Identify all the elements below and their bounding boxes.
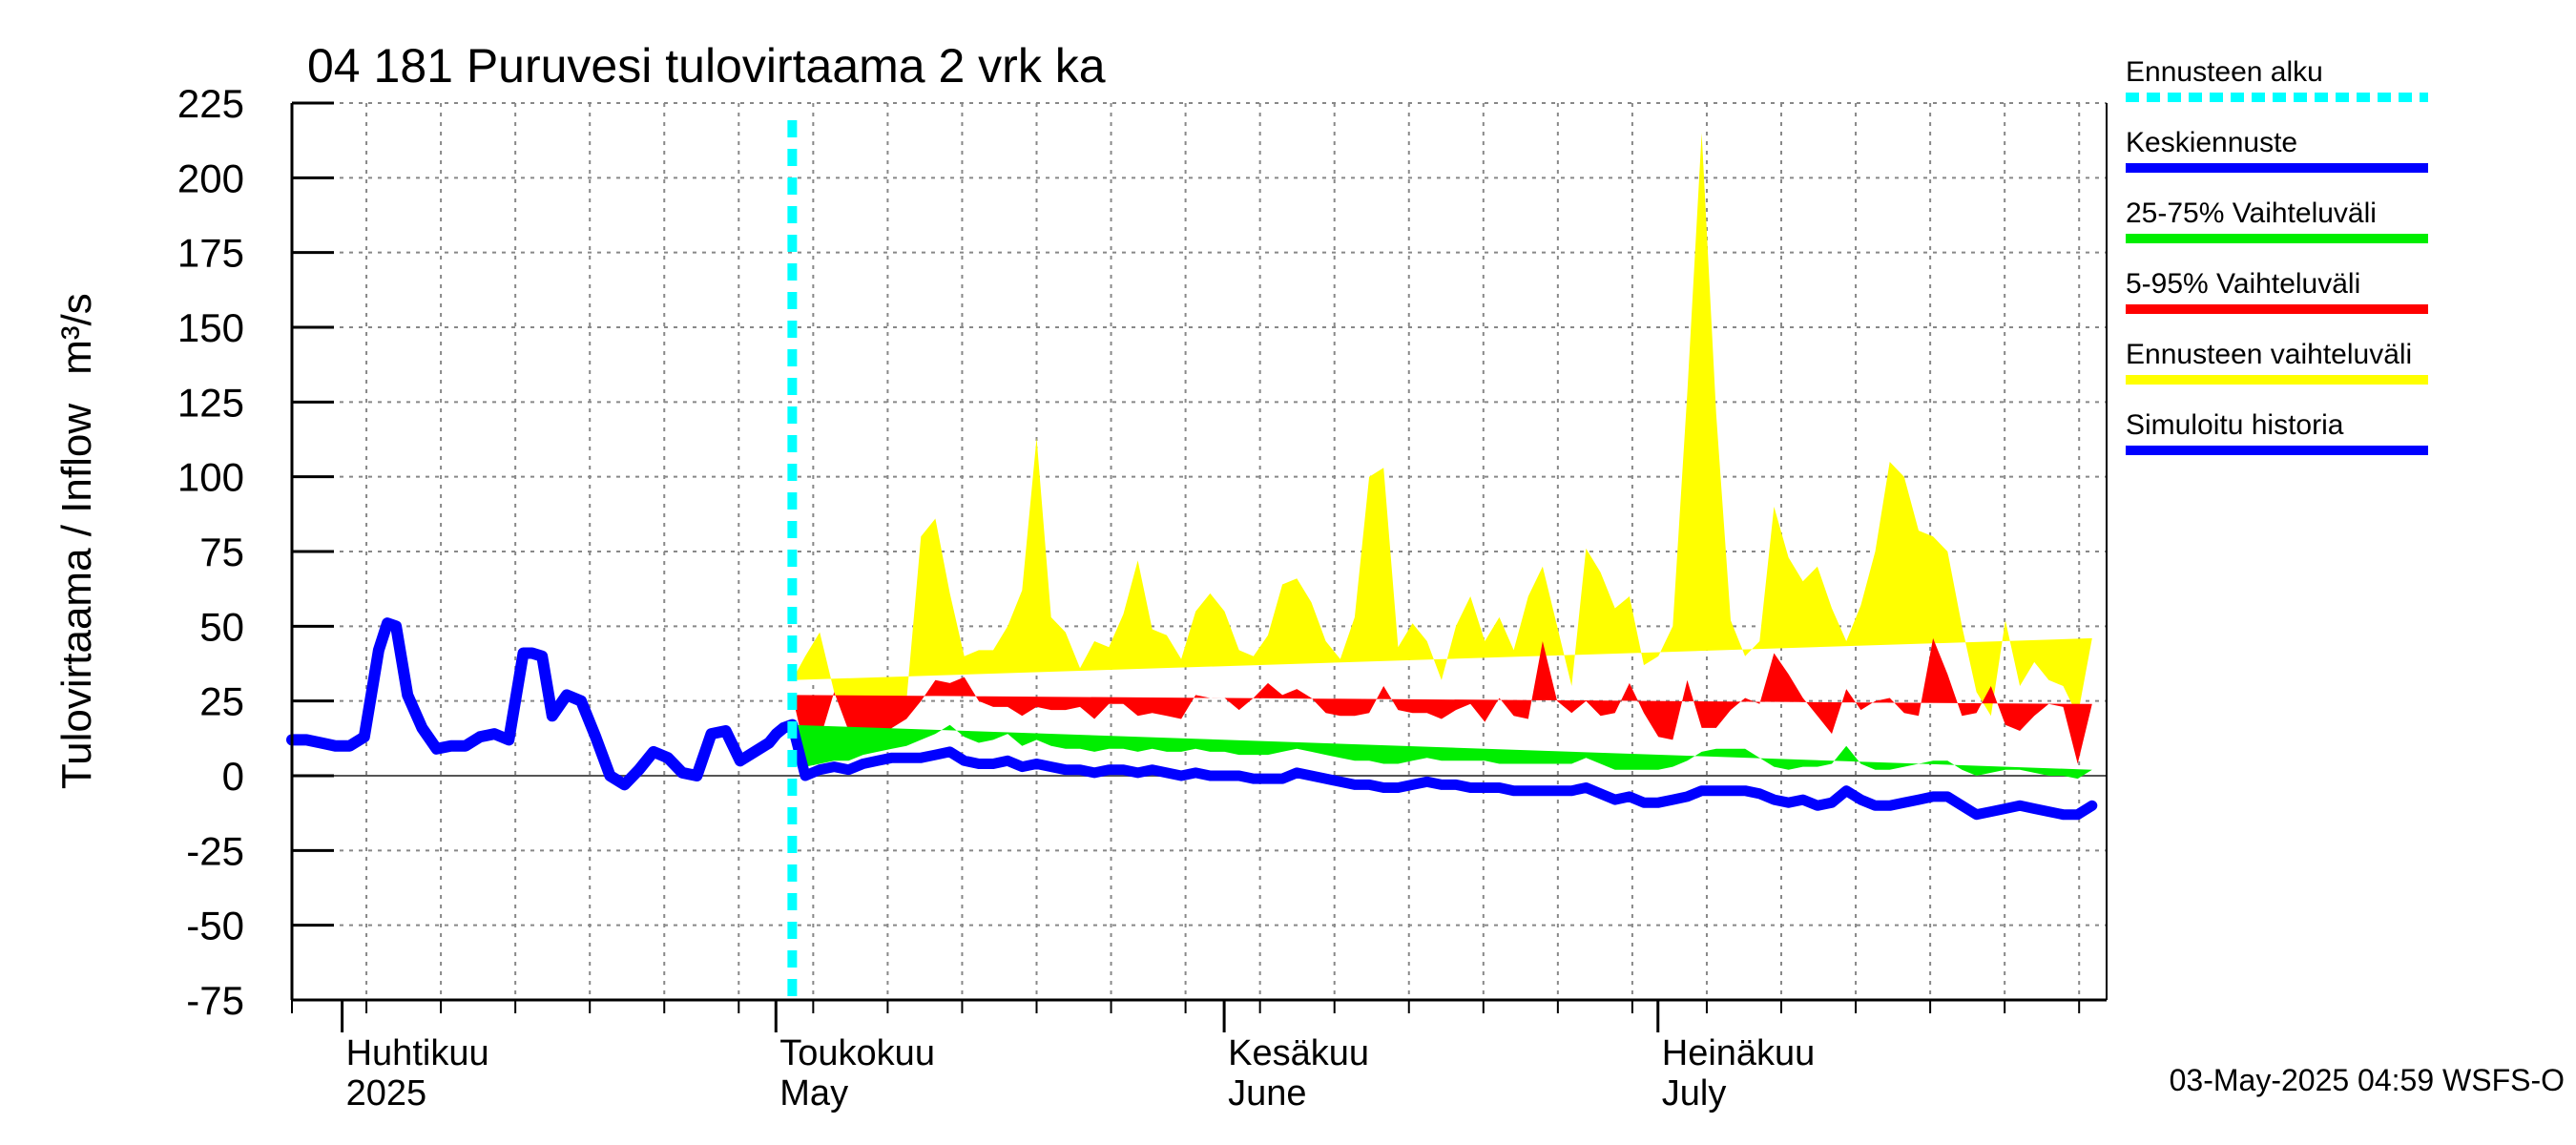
band-25-75 [792,724,2092,780]
history-line [286,617,799,791]
y-tick-label: 150 [177,305,244,350]
y-tick-label: -75 [186,978,244,1023]
chart-title: 04 181 Puruvesi tulovirtaama 2 vrk ka [307,39,1106,93]
series-lines [286,120,2098,1000]
legend-label: Simuloitu historia [2126,409,2344,441]
y-axis-label-unit: m³/s [53,293,100,375]
y-axis-label-main: Tulovirtaama / Inflow [53,404,100,790]
timestamp-label: 03-May-2025 04:59 WSFS-O [2170,1063,2565,1097]
month-sublabel: May [779,1073,848,1114]
y-tick-label: 0 [222,754,244,799]
forecast-bands [792,133,2092,780]
y-axis-unit: m³/s [53,293,100,375]
month-label: Toukokuu [779,1033,935,1073]
y-tick-label: 200 [177,156,244,200]
month-label: Huhtikuu [346,1033,489,1073]
band-full-range [792,133,2092,735]
legend-label: 25-75% Vaihteluväli [2126,198,2377,229]
y-tick-label: 75 [199,530,244,574]
month-sublabel: 2025 [346,1073,427,1114]
y-axis-label: Tulovirtaama / Inflow [53,404,100,790]
y-tick-label: 50 [199,604,244,649]
month-label: Kesäkuu [1228,1033,1369,1073]
y-tick-label: -50 [186,904,244,948]
month-label: Heinäkuu [1662,1033,1816,1073]
y-tick-label: 25 [199,679,244,724]
legend-label: Keskiennuste [2126,127,2297,158]
month-sublabel: June [1228,1073,1306,1114]
legend-label: 5-95% Vaihteluväli [2126,268,2360,300]
y-tick-label: 125 [177,380,244,425]
grid-lines [291,102,2107,1001]
median-forecast-line [786,719,2098,821]
legend-label: Ennusteen vaihteluväli [2126,339,2412,370]
y-tick-label: -25 [186,828,244,873]
y-tick-label: 100 [177,455,244,500]
y-tick-label: 175 [177,231,244,276]
month-sublabel: July [1662,1073,1727,1114]
axes: 225 200 175 150 125 100 75 50 25 0 -25 -50 -75 Huhtik… [177,81,2108,1114]
y-tick-label: 225 [177,81,244,126]
legend-label: Ennusteen alku [2126,56,2323,88]
legend: Ennusteen alku Keskiennuste 25-75% Vaihtel… [2126,56,2428,455]
band-5-95 [792,637,2092,764]
